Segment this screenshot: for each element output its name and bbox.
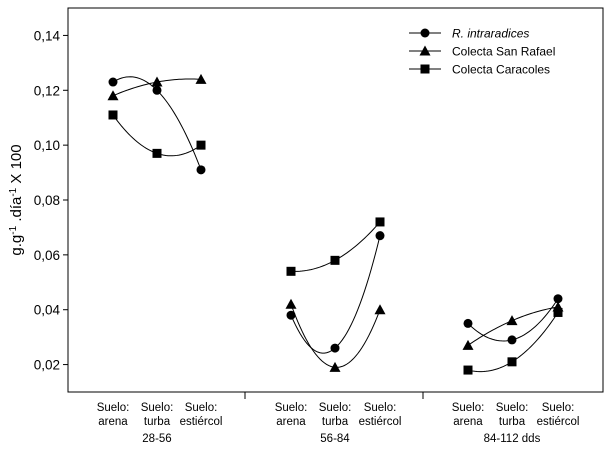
x-category-label-line2: arena [276,416,306,428]
data-point-circle [152,85,162,95]
x-category-label-line1: Suelo: [185,402,218,414]
y-tick-label: 0,08 [34,193,60,208]
x-category-label-line1: Suelo: [97,402,130,414]
data-point-circle [375,231,385,241]
data-point-square [108,110,118,120]
x-category-label-line1: Suelo: [141,402,174,414]
data-point-square [553,307,563,317]
x-period-label: 28-56 [142,433,171,445]
series-triangle [107,73,564,372]
x-period-label: 56-84 [320,433,350,445]
data-point-triangle [151,76,163,87]
series-square [108,110,563,375]
data-point-triangle [462,339,474,350]
data-point-triangle [329,361,341,372]
x-category-label-line2: estiércol [180,416,223,428]
data-point-triangle [506,315,518,326]
data-point-square [196,140,206,150]
x-category-label-line1: Suelo: [542,402,575,414]
y-axis-title-part: X 100 [8,144,25,187]
data-point-circle [507,335,517,345]
data-point-circle [463,318,473,328]
legend: R. intraradices Colecta San Rafael Colecta… [409,27,555,77]
legend-label: Colecta San Rafael [452,45,555,59]
y-axis-title-part: .día [8,196,25,226]
x-period-label: 84-112 dds [484,433,541,445]
x-category-label-line1: Suelo: [496,402,529,414]
legend-marker-triangle [419,45,431,56]
y-axis-title-part: g.g [8,235,25,256]
y-tick-label: 0,02 [34,358,60,373]
data-point-square [375,217,385,227]
x-axis: Suelo: arena Suelo: turba Suelo: estiércol 28-… [97,392,580,445]
x-category-label-line2: turba [499,416,526,428]
legend-label: R. intraradices [452,27,529,41]
data-point-square [463,365,473,375]
y-tick-label: 0,04 [34,303,61,318]
series-area [107,73,564,375]
data-point-square [286,266,296,276]
legend-marker-square [420,64,430,74]
data-point-circle [553,294,563,304]
x-category-label-line2: arena [453,416,483,428]
x-category-label-line1: Suelo: [364,402,397,414]
data-point-triangle [374,304,386,315]
data-point-triangle [285,298,297,309]
x-category-label-line2: arena [98,416,128,428]
data-point-square [152,148,162,158]
x-category-label-line2: turba [144,416,171,428]
data-point-circle [108,77,118,87]
y-tick-label: 0,10 [34,138,60,153]
legend-marker-circle [420,28,430,38]
data-point-circle [330,343,340,353]
x-category-label-line2: turba [322,416,349,428]
legend-label: Colecta Caracoles [452,63,550,77]
data-point-triangle [195,73,207,84]
x-category-label-line1: Suelo: [275,402,308,414]
x-category-label-line2: estiércol [359,416,402,428]
data-point-square [507,357,517,367]
data-point-circle [196,165,206,175]
data-point-square [330,255,340,265]
data-point-triangle [107,90,119,101]
y-tick-label: 0,06 [34,248,60,263]
x-category-label-line2: estiércol [537,416,580,428]
x-category-label-line1: Suelo: [319,402,352,414]
y-axis-title-part: -1 [8,225,19,234]
series-circle [108,76,563,354]
data-point-circle [286,310,296,320]
y-axis-title-part: -1 [8,187,19,196]
y-axis-title: g.g-1 .día-1 X 100 [8,144,26,255]
x-category-label-line1: Suelo: [452,402,485,414]
y-tick-label: 0,12 [34,83,60,98]
series-line [290,304,381,368]
y-tick-label: 0,14 [34,28,61,43]
y-axis: 0,02 0,04 0,06 0,08 0,10 0,12 0,14 [34,28,68,373]
